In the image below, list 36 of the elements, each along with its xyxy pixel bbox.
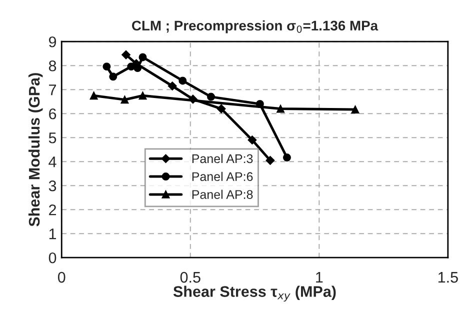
point <box>109 72 118 81</box>
point <box>282 154 291 162</box>
point <box>90 92 98 100</box>
point <box>138 92 147 100</box>
legend-label: Panel AP:3 <box>192 154 253 164</box>
point <box>266 156 275 165</box>
point <box>138 53 147 62</box>
legend-label: Panel AP:6 <box>192 172 253 182</box>
point <box>168 82 177 90</box>
legend-label: Panel AP:8 <box>192 190 253 199</box>
y-tick-label: 3 <box>48 180 56 192</box>
y-tick-label: 8 <box>48 60 56 72</box>
point <box>216 104 226 114</box>
point <box>120 96 129 104</box>
x-axis-title: Shear Stress τ$_{xy}$ (MPa) <box>173 286 336 302</box>
y-tick-label: 7 <box>49 84 56 96</box>
x-tick-label: 1 <box>316 272 323 283</box>
point <box>248 136 257 144</box>
y-tick-label: 2 <box>49 204 56 216</box>
y-tick-label: 9 <box>48 36 56 48</box>
x-tick-label: 0.5 <box>180 272 200 283</box>
y-axis-title: Shear Modulus (GPa) <box>28 73 43 226</box>
y-tick-label: 5 <box>48 132 56 144</box>
y-tick-label: 6 <box>49 108 56 120</box>
point <box>178 76 187 85</box>
x-tick-label: 1.5 <box>438 272 458 283</box>
point <box>102 62 111 71</box>
y-tick-label: 4 <box>48 156 56 168</box>
y-tick-label: 0 <box>48 252 56 264</box>
y-tick-label: 1 <box>49 228 56 240</box>
chart-title: CLM ; Precompression σ$_{0}$=1.136 MPa <box>132 20 378 34</box>
point <box>207 92 215 101</box>
point <box>276 104 285 113</box>
point <box>122 50 130 60</box>
x-tick-label: 0 <box>58 272 66 283</box>
point <box>351 106 360 114</box>
